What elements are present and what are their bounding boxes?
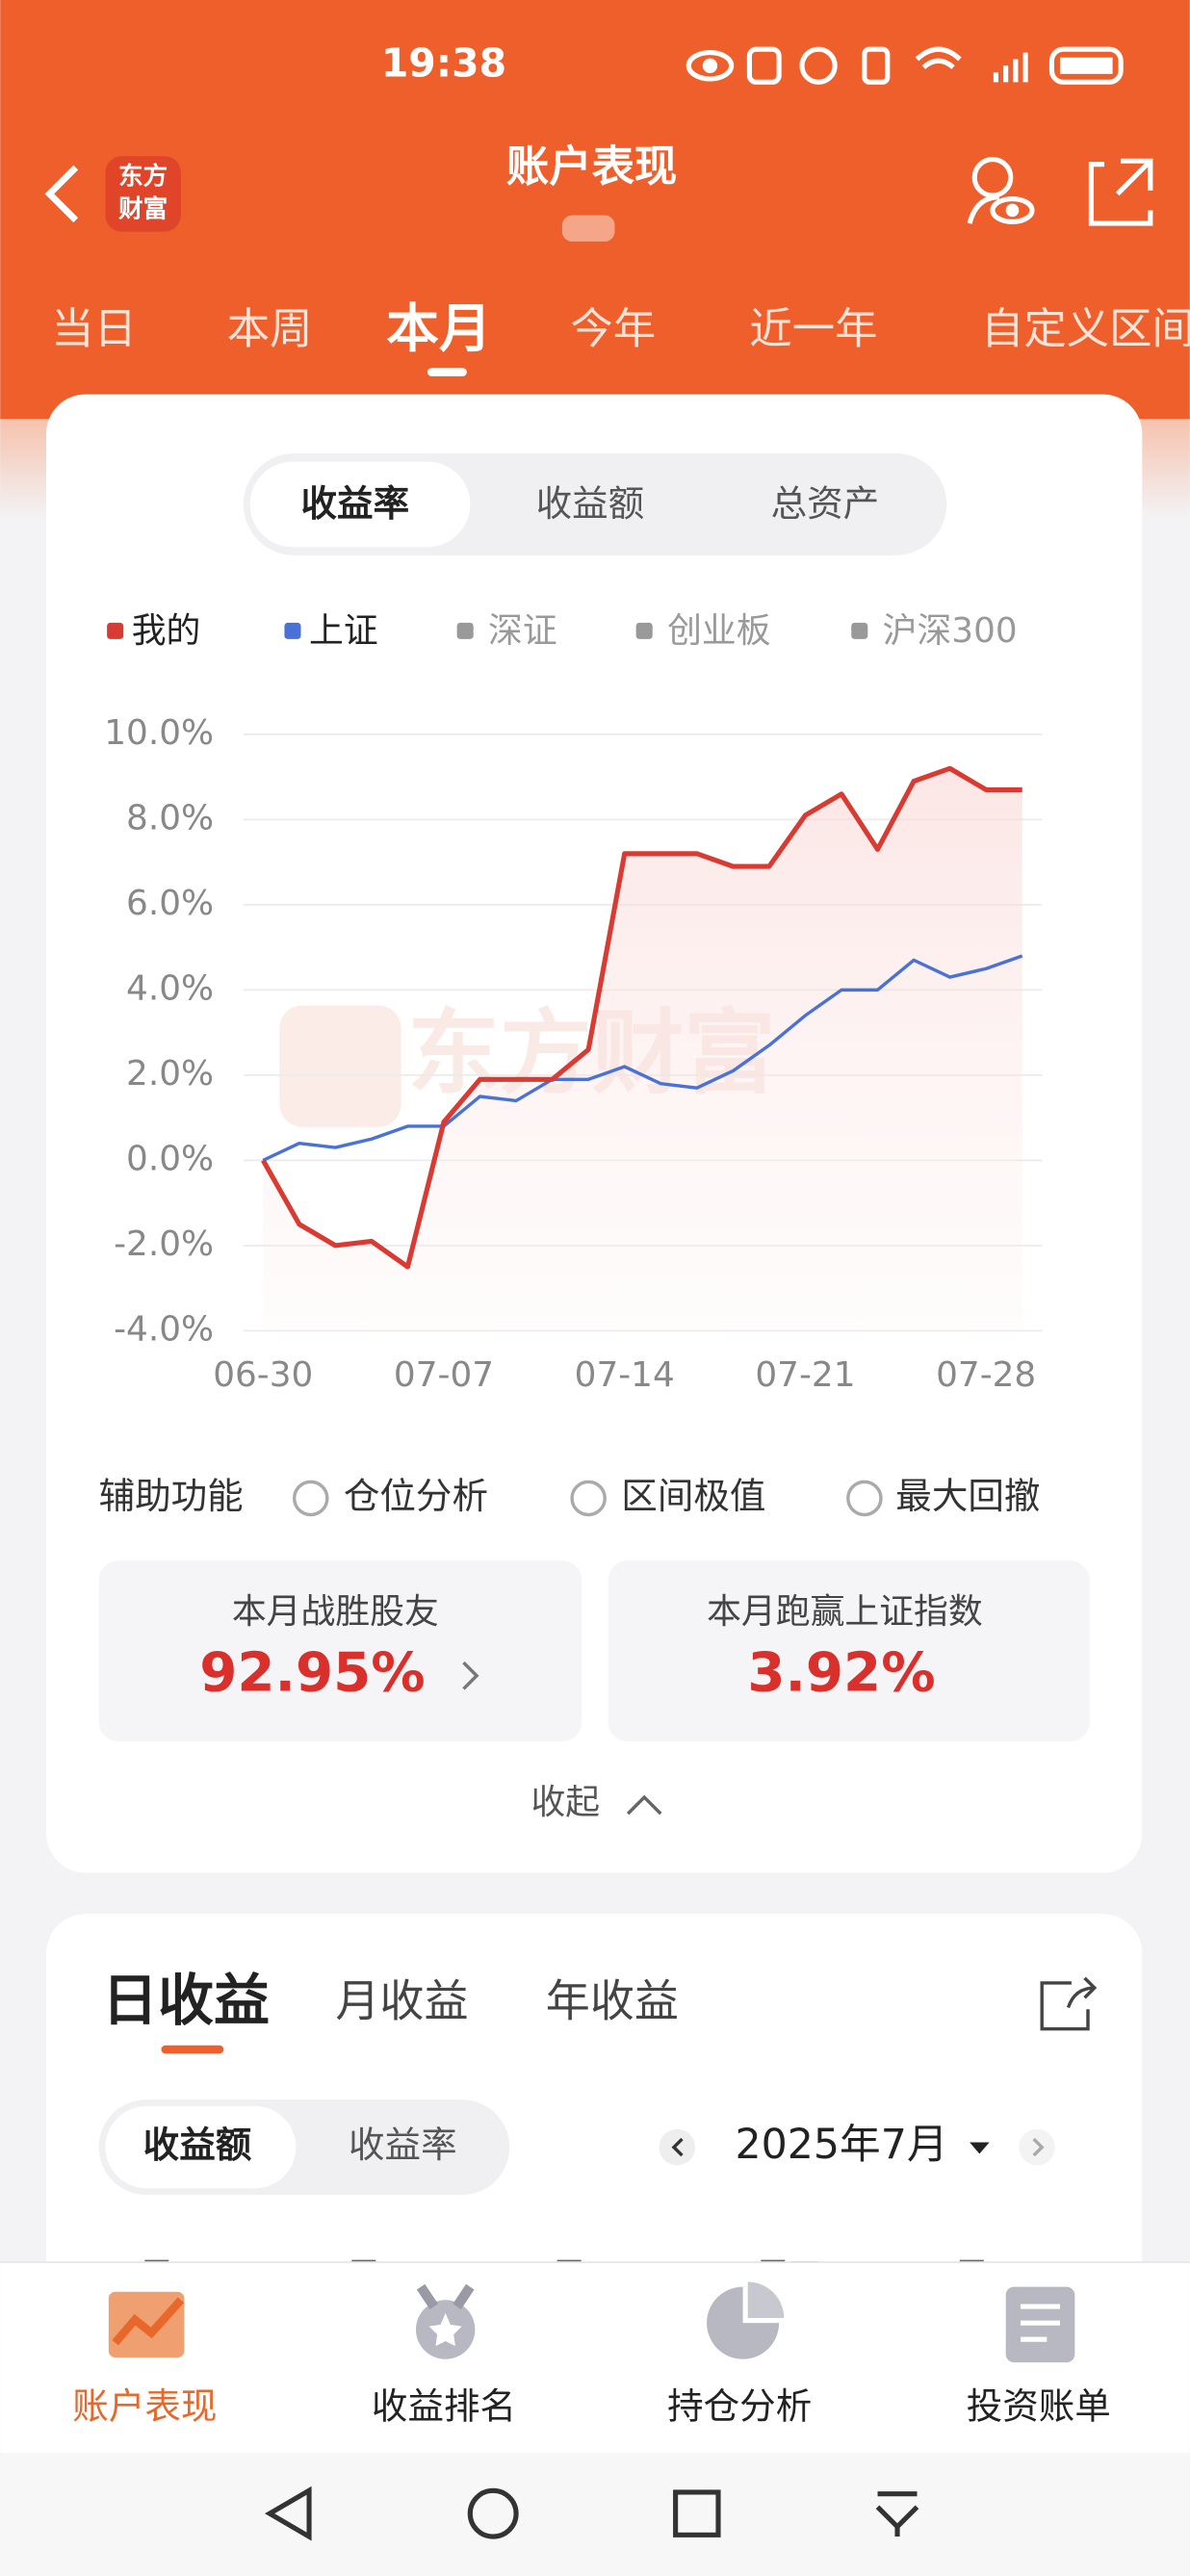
nav-item[interactable]: 收益排名 [372, 2384, 516, 2427]
tab-indicator [427, 368, 467, 376]
legend-label[interactable]: 上证 [309, 611, 378, 651]
period-tab[interactable]: 当日 [51, 305, 137, 354]
period-tab[interactable]: 本周 [227, 305, 313, 354]
chevron [462, 1661, 479, 1690]
period-tab[interactable]: 今年 [570, 305, 656, 354]
stat-box[interactable] [98, 1560, 582, 1742]
assist-radios[interactable] [292, 1480, 883, 1517]
stat-value: 92.95% [199, 1641, 425, 1704]
line [261, 765, 1022, 1270]
y-tick-label: -4.0% [114, 1309, 214, 1349]
logo-text: 东方 [118, 161, 168, 191]
collapse-caret[interactable] [626, 1794, 662, 1816]
y-tick-label: 10.0% [104, 713, 214, 753]
earnings-tab[interactable]: 月收益 [335, 1975, 468, 2027]
legend-label[interactable]: 沪深300 [883, 611, 1018, 651]
nav-item[interactable]: 投资账单 [967, 2384, 1111, 2427]
period-tab[interactable]: 近一年 [749, 305, 877, 354]
line [262, 954, 1023, 1162]
prev-arrow [671, 2137, 684, 2157]
x-tick-label: 07-14 [575, 1355, 675, 1395]
status-time: 19:38 [381, 39, 506, 86]
assist-option[interactable]: 最大回撤 [895, 1475, 1040, 1517]
y-tick-label: 4.0% [126, 968, 214, 1008]
assist-option[interactable]: 仓位分析 [344, 1475, 488, 1517]
account-masked [561, 215, 615, 242]
metric-option[interactable]: 收益率 [301, 482, 410, 525]
prev-month[interactable] [659, 2128, 696, 2166]
metric-active [249, 461, 471, 548]
y-tick-label: 2.0% [126, 1054, 214, 1094]
month-dropdown[interactable] [970, 2142, 990, 2154]
x-tick-label: 07-28 [936, 1355, 1036, 1395]
share-icon[interactable] [1040, 1976, 1098, 2031]
logo-text: 财富 [118, 193, 168, 223]
system-nav [0, 2453, 1190, 2576]
stat-label: 本月战胜股友 [232, 1592, 439, 1632]
y-tick-label: -2.0% [114, 1224, 214, 1264]
legend-label[interactable]: 我的 [132, 611, 201, 651]
area [263, 768, 1022, 1331]
back-button[interactable] [44, 165, 79, 223]
status-icons [686, 46, 1124, 85]
next-month[interactable] [1019, 2128, 1055, 2166]
period-tab[interactable]: 自定义区间 [981, 305, 1190, 354]
legend-swatch [851, 622, 868, 639]
y-tick-label: 0.0% [126, 1139, 214, 1178]
x-tick-label: 06-30 [213, 1355, 313, 1395]
earnings-card [45, 1914, 1143, 2341]
next-arrow [1032, 2137, 1045, 2157]
nav-item[interactable]: 持仓分析 [667, 2384, 812, 2427]
weekday: 周四 [756, 2256, 821, 2295]
collapse-button[interactable]: 收起 [530, 1783, 600, 1822]
earnings-tab[interactable]: 年收益 [546, 1975, 679, 2027]
legend-swatch [456, 622, 474, 639]
nav-icons [108, 2281, 1075, 2363]
assist-label: 辅助功能 [99, 1475, 244, 1517]
weekday: 周五 [955, 2256, 1021, 2295]
logo [105, 156, 181, 232]
metric-option[interactable]: 总资产 [771, 482, 880, 525]
weekday: 周二 [347, 2256, 412, 2295]
earnings-tab-indicator [161, 2045, 224, 2054]
period-tab[interactable]: 本月 [386, 297, 491, 359]
bottom-nav [0, 2262, 1190, 2454]
legend-swatch [107, 622, 124, 639]
page-title: 账户表现 [506, 142, 677, 192]
metric-option[interactable]: 收益额 [536, 482, 645, 525]
watermark-logo [279, 1005, 401, 1127]
legend-label[interactable]: 创业板 [667, 611, 770, 651]
header-icons[interactable] [967, 156, 1153, 226]
stat-value: 3.92% [747, 1641, 935, 1704]
legend-label[interactable]: 深证 [488, 611, 557, 651]
month-label[interactable]: 2025年7月 [735, 2121, 947, 2169]
system-buttons[interactable] [265, 2486, 919, 2541]
earnings-toggle-option[interactable]: 收益率 [349, 2124, 457, 2166]
stat-label: 本月跑赢上证指数 [707, 1592, 983, 1632]
weekday: 周三 [553, 2256, 618, 2295]
nav-item[interactable]: 账户表现 [72, 2384, 217, 2427]
legend-swatch [284, 622, 301, 639]
earnings-toggle-option[interactable]: 收益额 [143, 2124, 252, 2166]
weekday: 周一 [140, 2256, 205, 2295]
earnings-toggle-active [105, 2105, 297, 2189]
legend-swatch [635, 622, 653, 639]
earnings-tab[interactable]: 日收益 [102, 1968, 270, 2033]
x-tick-label: 07-07 [394, 1355, 494, 1395]
assist-option[interactable]: 区间极值 [621, 1475, 765, 1517]
x-tick-label: 07-21 [755, 1355, 855, 1395]
stat-box [608, 1560, 1090, 1742]
y-tick-label: 6.0% [126, 884, 214, 923]
y-tick-label: 8.0% [126, 798, 214, 837]
